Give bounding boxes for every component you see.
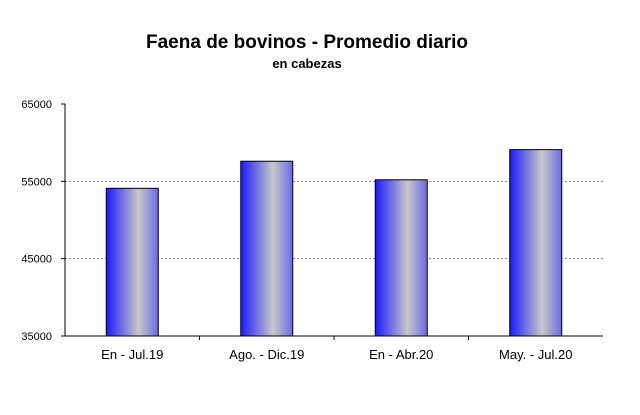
bar-2 — [240, 160, 294, 337]
y-tick-label: 45000 — [21, 254, 52, 266]
x-tick-label: En - Abr.20 — [369, 347, 433, 362]
chart-subtitle: en cabezas — [272, 56, 341, 71]
chart-title: Faena de bovinos - Promedio diario — [146, 32, 468, 53]
y-tick-labels: 35000 45000 55000 65000 — [21, 99, 52, 343]
x-tick-label: May. - Jul.20 — [499, 347, 572, 362]
y-tick-label: 55000 — [21, 176, 52, 188]
x-tick-label: Ago. - Dic.19 — [229, 347, 304, 362]
bar-3 — [374, 179, 428, 337]
x-tick-labels: En - Jul.19 Ago. - Dic.19 En - Abr.20 May. … — [101, 347, 572, 362]
y-tick-label: 65000 — [21, 99, 52, 111]
bar-4 — [509, 149, 563, 337]
axes — [61, 103, 603, 340]
y-tick-label: 35000 — [21, 331, 52, 343]
bar-1 — [105, 187, 159, 337]
x-tick-label: En - Jul.19 — [101, 347, 163, 362]
bars — [105, 149, 563, 337]
